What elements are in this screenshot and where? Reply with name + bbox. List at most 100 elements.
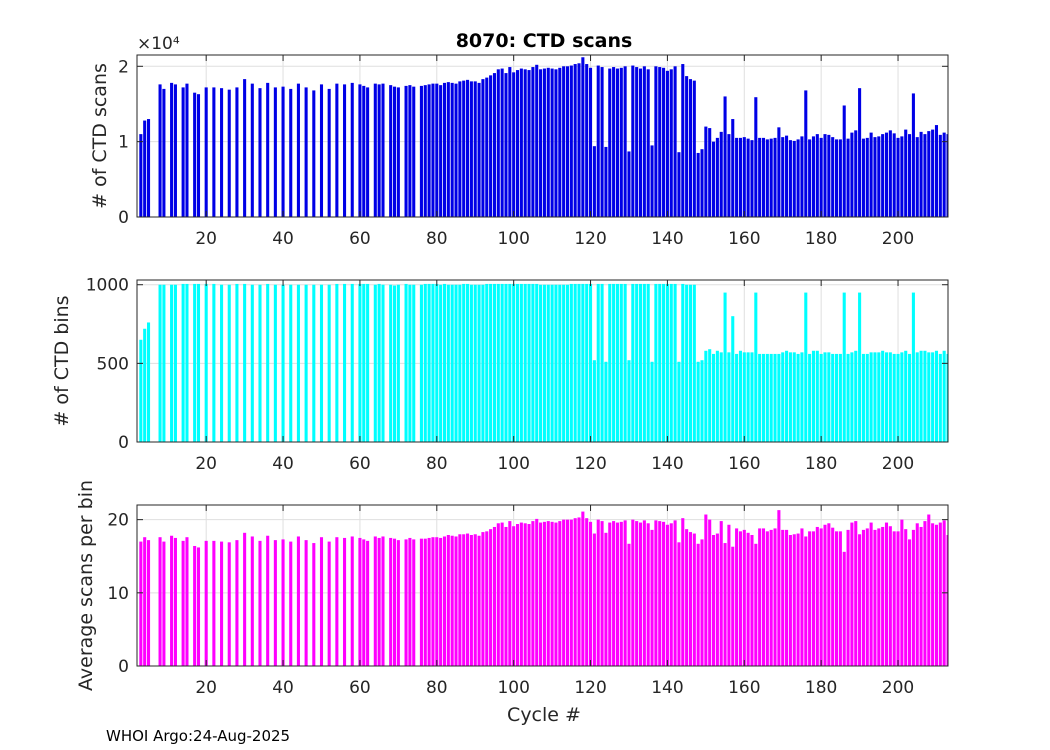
bar xyxy=(746,532,750,666)
bar xyxy=(811,350,816,442)
bar xyxy=(900,519,904,666)
bar xyxy=(811,531,816,666)
bar xyxy=(173,84,177,217)
bar xyxy=(550,284,554,442)
bar xyxy=(220,88,224,217)
bar xyxy=(542,68,546,217)
bar xyxy=(589,283,593,442)
bar xyxy=(712,353,716,442)
bar xyxy=(604,146,608,217)
bar xyxy=(619,521,623,666)
bar xyxy=(754,292,758,442)
bar xyxy=(665,283,669,442)
bar xyxy=(550,521,554,666)
bar xyxy=(612,67,616,217)
bar xyxy=(892,531,896,666)
bar xyxy=(646,283,650,442)
bar xyxy=(577,63,581,217)
bar xyxy=(850,132,854,217)
bar xyxy=(919,526,923,666)
bar xyxy=(700,360,704,442)
x-tick-label: 120 xyxy=(574,454,606,474)
bar xyxy=(719,131,723,217)
bar xyxy=(788,352,792,442)
bar xyxy=(542,521,546,666)
bar xyxy=(700,539,704,666)
bar xyxy=(366,540,370,666)
bar xyxy=(485,283,489,442)
bar xyxy=(908,539,912,666)
bar xyxy=(662,283,666,442)
bar xyxy=(704,514,708,666)
bar xyxy=(915,352,919,442)
bar xyxy=(266,283,270,442)
x-axis-label: Cycle # xyxy=(507,704,581,726)
bar xyxy=(834,353,839,442)
bar xyxy=(458,534,462,666)
bar xyxy=(723,292,727,442)
bar xyxy=(635,521,639,666)
x-tick-label: 120 xyxy=(574,229,606,249)
bar xyxy=(715,137,719,217)
bar xyxy=(512,283,516,442)
bar xyxy=(842,551,846,666)
bar xyxy=(589,67,593,218)
bar xyxy=(827,134,831,217)
bar xyxy=(742,529,746,666)
bar xyxy=(358,537,362,666)
x-tick-label: 20 xyxy=(195,678,217,698)
bar xyxy=(796,139,800,217)
bar xyxy=(473,284,477,442)
bar xyxy=(481,284,485,442)
bar xyxy=(788,535,792,666)
bar xyxy=(358,283,362,442)
bar xyxy=(892,133,896,217)
bar xyxy=(485,77,489,218)
bar xyxy=(508,521,512,666)
bar xyxy=(446,535,450,666)
bar xyxy=(888,352,892,442)
bar xyxy=(573,64,577,217)
bar xyxy=(685,529,689,666)
bar xyxy=(539,522,543,666)
bar xyxy=(466,79,470,218)
bar xyxy=(585,283,589,442)
bar xyxy=(850,352,854,442)
bar xyxy=(404,283,408,442)
bar xyxy=(896,531,900,666)
bar xyxy=(281,86,285,217)
bar xyxy=(658,67,662,217)
bar xyxy=(381,83,385,217)
bar xyxy=(450,284,454,442)
bar xyxy=(881,134,885,217)
bar xyxy=(831,137,835,217)
bar xyxy=(343,537,347,666)
bar xyxy=(727,134,731,217)
panel-ctd-bins: 20 40 60 80 100 120 140 160 180 200 0 500 1000 # of C… xyxy=(51,276,949,474)
bar xyxy=(143,120,147,217)
bar xyxy=(581,511,585,666)
y-tick-label: 2 xyxy=(118,57,129,77)
bar xyxy=(627,151,631,217)
x-tick-label: 80 xyxy=(426,229,448,249)
bar xyxy=(504,73,508,218)
bar xyxy=(631,283,635,442)
bar xyxy=(719,352,723,442)
bar xyxy=(196,283,201,442)
bar xyxy=(462,534,466,666)
bar xyxy=(181,283,185,442)
bar xyxy=(266,535,270,666)
bar xyxy=(423,283,427,442)
bar xyxy=(196,547,201,666)
bar xyxy=(389,537,393,666)
bar xyxy=(769,529,773,666)
bar xyxy=(466,283,470,442)
bar xyxy=(731,316,735,442)
bar xyxy=(143,537,147,666)
bar xyxy=(181,540,185,666)
bar xyxy=(573,518,577,666)
bar xyxy=(250,83,254,217)
bar xyxy=(281,284,285,442)
bar xyxy=(412,284,416,442)
x-tick-label: 180 xyxy=(805,678,837,698)
